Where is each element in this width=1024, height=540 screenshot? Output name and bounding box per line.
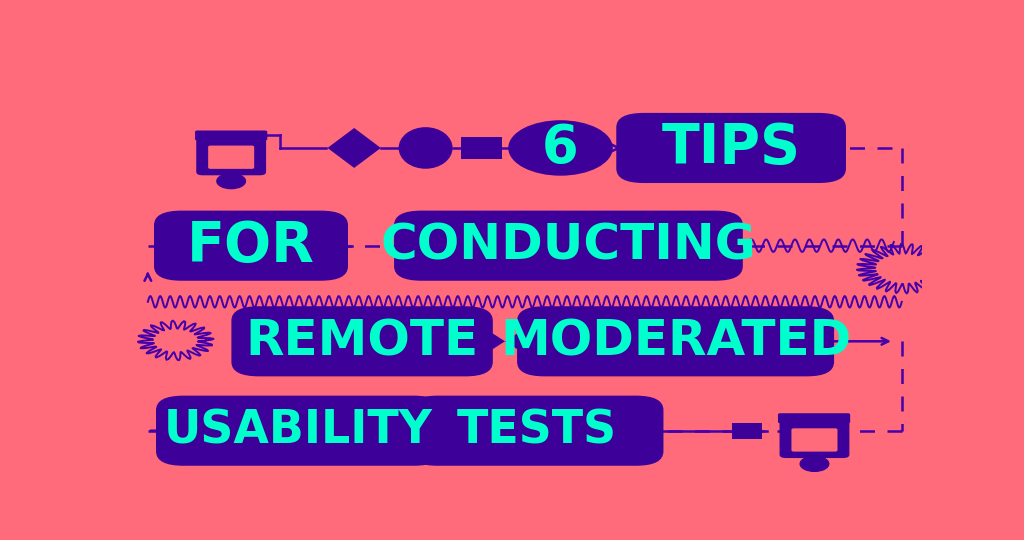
Bar (461, 137, 502, 159)
FancyBboxPatch shape (197, 136, 266, 176)
Circle shape (805, 451, 824, 461)
Text: TESTS: TESTS (457, 408, 616, 453)
Circle shape (802, 434, 827, 447)
Circle shape (218, 151, 244, 164)
FancyBboxPatch shape (394, 211, 742, 281)
Circle shape (217, 174, 246, 188)
FancyBboxPatch shape (779, 418, 849, 458)
Polygon shape (469, 319, 541, 364)
FancyBboxPatch shape (154, 211, 348, 281)
Bar (732, 423, 762, 438)
Text: USABILITY: USABILITY (164, 408, 433, 453)
Text: FOR: FOR (187, 219, 315, 273)
Circle shape (221, 169, 241, 179)
Ellipse shape (398, 127, 453, 168)
FancyBboxPatch shape (517, 306, 835, 376)
Text: CONDUCTING: CONDUCTING (381, 222, 757, 269)
Text: 6: 6 (542, 122, 579, 174)
FancyBboxPatch shape (778, 413, 850, 423)
Text: MODERATED: MODERATED (500, 318, 851, 365)
Polygon shape (328, 128, 381, 168)
FancyBboxPatch shape (792, 428, 838, 451)
FancyBboxPatch shape (208, 146, 254, 169)
Circle shape (509, 121, 612, 175)
Text: TIPS: TIPS (662, 121, 801, 175)
FancyBboxPatch shape (156, 396, 441, 466)
FancyBboxPatch shape (410, 396, 664, 466)
FancyBboxPatch shape (195, 131, 267, 140)
Text: REMOTE: REMOTE (246, 318, 478, 365)
FancyBboxPatch shape (616, 113, 846, 183)
FancyBboxPatch shape (231, 306, 493, 376)
Circle shape (800, 456, 828, 471)
